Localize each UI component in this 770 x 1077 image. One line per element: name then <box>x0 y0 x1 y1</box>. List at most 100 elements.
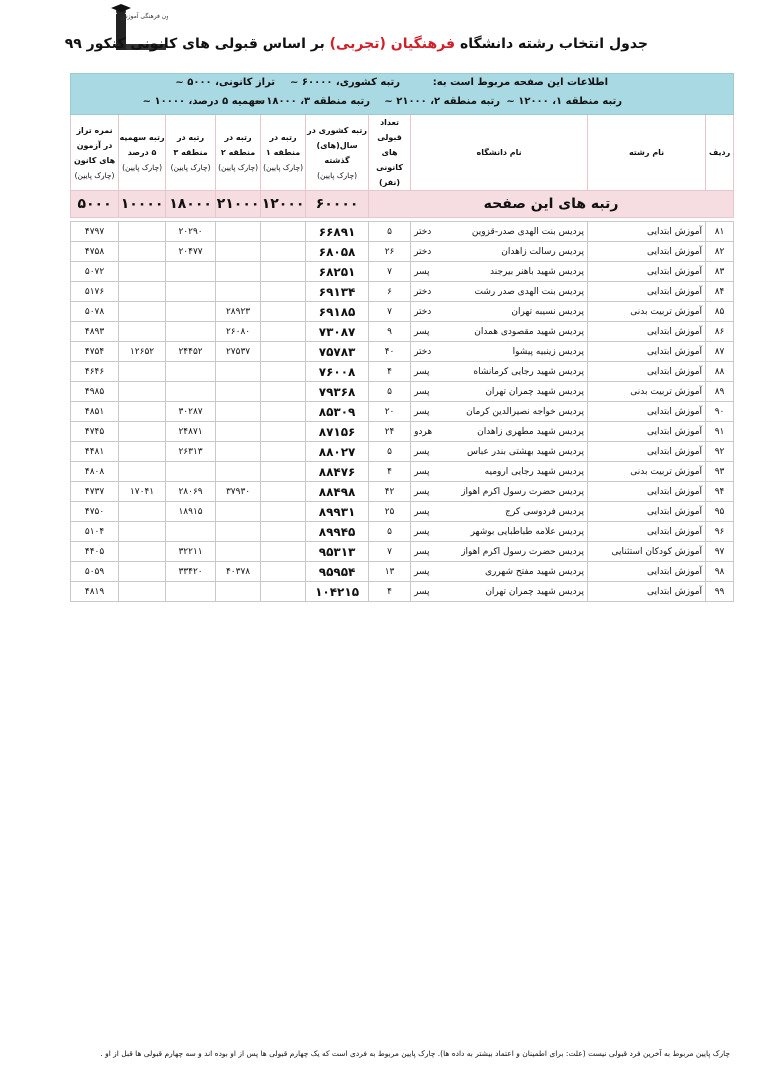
row-number: ۸۷ <box>705 341 735 362</box>
university: پردیس حضرت رسول اکرم اهواز پسر <box>410 481 589 502</box>
university-name: پردیس فردوسی کرج <box>505 506 585 517</box>
rank-cell <box>165 361 217 382</box>
rank-cell: ۲۴۸۷۱ <box>165 421 217 442</box>
admit-count: ۴ <box>368 361 412 382</box>
info-text: رتبه منطقه ۲، ۲۱۰۰۰ ~ <box>384 96 501 107</box>
logo-text: کانون فرهنگی آموزش <box>120 11 168 20</box>
university: پردیس حضرت رسول اکرم اهواز پسر <box>410 541 589 562</box>
data-row: ۸۸ آموزش ابتدایی پردیس شهید رجایی کرمانشاه… <box>69 361 735 382</box>
column-header: رتبه در منطقه ۱ (چارک پایین) <box>260 114 307 191</box>
rank-cell <box>118 461 167 482</box>
rank-cell <box>215 421 262 442</box>
info-text: سهمیه ۵ درصد، ۱۰۰۰۰ ~ <box>142 96 266 107</box>
column-title: رتبه سهمیه ۵ درصد <box>119 133 165 157</box>
column-note: (چارک پایین) <box>263 163 304 172</box>
university-wrap: پردیس بنت الهدی صدر-قزوین دختر <box>412 226 587 237</box>
info-cell: اطلاعات این صفحه مربوط است به: رتبه کشوری… <box>69 73 735 115</box>
university-wrap: پردیس شهید رجایی کرمانشاه پسر <box>412 366 587 377</box>
row-number: ۸۳ <box>705 261 735 282</box>
rank-cell <box>165 261 217 282</box>
rank-cell <box>260 481 307 502</box>
rank-cell: ۳۰۲۸۷ <box>165 401 217 422</box>
rank-cell: ۴۷۵۰ <box>69 501 120 522</box>
data-row: ۹۵ آموزش ابتدایی پردیس فردوسی کرج پسر ۲۵ ۸۹۹۳… <box>69 501 735 522</box>
rank-cell <box>118 301 167 322</box>
admit-count: ۴ <box>368 461 412 482</box>
rank-cell <box>165 521 217 542</box>
rank-cell <box>260 561 307 582</box>
university: پردیس بنت الهدی صدر-قزوین دختر <box>410 221 589 242</box>
column-title: تعداد قبولی های کانونی (نفر) <box>376 118 403 187</box>
column-title: ردیف <box>708 148 731 157</box>
row-number: ۸۹ <box>705 381 735 402</box>
column-header: ردیف <box>705 114 735 191</box>
rank-cell <box>215 281 262 302</box>
university-wrap: پردیس شهید مقصودی همدان پسر <box>412 327 587 337</box>
national-rank: ۸۵۳۰۹ <box>305 401 370 422</box>
rank-cell <box>118 581 167 602</box>
gender: دختر <box>414 346 432 357</box>
national-rank: ۸۸۴۹۸ <box>305 481 370 502</box>
rank-cell <box>215 261 262 282</box>
column-title: نام رشته <box>628 148 665 157</box>
university: پردیس نسیبه تهران دختر <box>410 301 589 322</box>
page-row-value: ۱۲۰۰۰ <box>260 190 307 218</box>
rank-cell <box>260 461 307 482</box>
rank-cell <box>118 261 167 282</box>
data-row: ۸۴ آموزش ابتدایی پردیس بنت الهدی صدر رشت دخ… <box>69 281 735 302</box>
rank-cell <box>215 241 262 262</box>
page-row: رتبه های این صفحه ۶۰۰۰۰ ۱۲۰۰۰ ۲۱۰۰۰ ۱۸۰۰۰ ۱۰۰… <box>69 190 735 218</box>
rank-cell <box>118 221 167 242</box>
rank-cell <box>260 321 307 342</box>
admit-count: ۵ <box>368 521 412 542</box>
gender: پسر <box>414 366 430 377</box>
data-row: ۹۶ آموزش ابتدایی پردیس علامه طباطبایی بوشه… <box>69 521 735 542</box>
page-row-value: ۲۱۰۰۰ <box>215 190 262 218</box>
university-wrap: پردیس علامه طباطبایی بوشهر پسر <box>412 527 587 537</box>
rank-cell <box>260 401 307 422</box>
national-rank: ۷۹۳۶۸ <box>305 381 370 402</box>
rank-cell <box>118 501 167 522</box>
column-note: (چارک پایین) <box>317 170 358 180</box>
rank-cell <box>118 541 167 562</box>
field-name: آموزش ابتدایی <box>587 361 707 382</box>
column-header: رتبه سهمیه ۵ درصد (چارک پایین) <box>118 114 167 191</box>
info-row: اطلاعات این صفحه مربوط است به: رتبه کشوری… <box>69 73 735 115</box>
rank-cell <box>165 321 217 342</box>
row-number: ۹۶ <box>705 521 735 542</box>
data-row: ۹۹ آموزش ابتدایی پردیس شهید چمران تهران پسر… <box>69 581 735 602</box>
admit-count: ۷ <box>368 541 412 562</box>
rank-cell <box>215 381 262 402</box>
field-name: آموزش ابتدایی <box>587 321 707 342</box>
rank-cell: ۱۷۰۴۱ <box>118 481 167 502</box>
field-name: آموزش تربیت بدنی <box>587 301 707 322</box>
rank-cell <box>260 441 307 462</box>
rank-cell <box>260 421 307 442</box>
university-name: پردیس خواجه نصیرالدین کرمان <box>466 406 585 417</box>
university-name: پردیس شهید باهنر بیرجند <box>490 266 585 277</box>
national-rank: ۶۹۱۳۴ <box>305 281 370 302</box>
gender: دختر <box>414 306 432 317</box>
gender: دختر <box>414 286 432 297</box>
row-number: ۸۱ <box>705 221 735 242</box>
field-name: آموزش ابتدایی <box>587 261 707 282</box>
info-text: رتبه منطقه ۳، ۱۸۰۰۰ ~ <box>254 96 371 107</box>
column-title: رتبه کشوری در سال(های) گذشته <box>307 125 367 165</box>
university-wrap: پردیس رسالت زاهدان دختر <box>412 247 587 257</box>
page-row-value: ۱۰۰۰۰ <box>118 190 167 218</box>
header-row: ردیف نام رشته نام دانشگاه تعداد قبولی های ک… <box>69 114 735 191</box>
row-number: ۸۴ <box>705 281 735 302</box>
row-number: ۸۶ <box>705 321 735 342</box>
admit-count: ۵ <box>368 441 412 462</box>
field-name: آموزش ابتدایی <box>587 421 707 442</box>
data-row: ۸۲ آموزش ابتدایی پردیس رسالت زاهدان دختر ۲۶ ۶… <box>69 241 735 262</box>
rank-cell <box>260 281 307 302</box>
gender: پسر <box>414 566 430 577</box>
rank-cell: ۴۴۸۱ <box>69 441 120 462</box>
gender: دختر <box>414 226 432 237</box>
rank-cell: ۵۱۷۶ <box>69 281 120 302</box>
column-note: (چارک پایین) <box>74 170 115 180</box>
rank-cell <box>260 341 307 362</box>
data-row: ۹۲ آموزش ابتدایی پردیس شهید بهشتی بندر عبا… <box>69 441 735 462</box>
